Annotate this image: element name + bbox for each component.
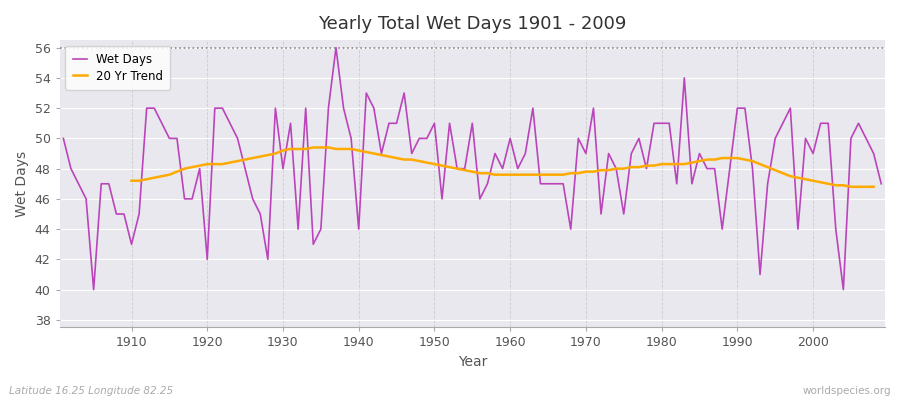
X-axis label: Year: Year — [457, 355, 487, 369]
Legend: Wet Days, 20 Yr Trend: Wet Days, 20 Yr Trend — [66, 46, 170, 90]
20 Yr Trend — [301, 146, 311, 151]
Wet Days — [58, 136, 68, 141]
Line: Wet Days: Wet Days — [63, 48, 881, 290]
20 Yr Trend — [361, 150, 372, 154]
20 Yr Trend — [845, 184, 856, 189]
Wet Days — [876, 181, 886, 186]
Wet Days — [292, 227, 303, 232]
Wet Days — [346, 136, 356, 141]
20 Yr Trend — [505, 172, 516, 177]
20 Yr Trend — [868, 184, 879, 189]
Y-axis label: Wet Days: Wet Days — [15, 151, 29, 217]
20 Yr Trend — [126, 178, 137, 183]
20 Yr Trend — [308, 145, 319, 150]
Wet Days — [126, 242, 137, 247]
Wet Days — [520, 151, 531, 156]
Wet Days — [88, 287, 99, 292]
Wet Days — [330, 45, 341, 50]
Text: Latitude 16.25 Longitude 82.25: Latitude 16.25 Longitude 82.25 — [9, 386, 173, 396]
Line: 20 Yr Trend: 20 Yr Trend — [131, 148, 874, 187]
20 Yr Trend — [527, 172, 538, 177]
20 Yr Trend — [716, 156, 727, 160]
20 Yr Trend — [330, 146, 341, 151]
Wet Days — [512, 166, 523, 171]
Wet Days — [611, 166, 622, 171]
Text: worldspecies.org: worldspecies.org — [803, 386, 891, 396]
Title: Yearly Total Wet Days 1901 - 2009: Yearly Total Wet Days 1901 - 2009 — [318, 15, 626, 33]
